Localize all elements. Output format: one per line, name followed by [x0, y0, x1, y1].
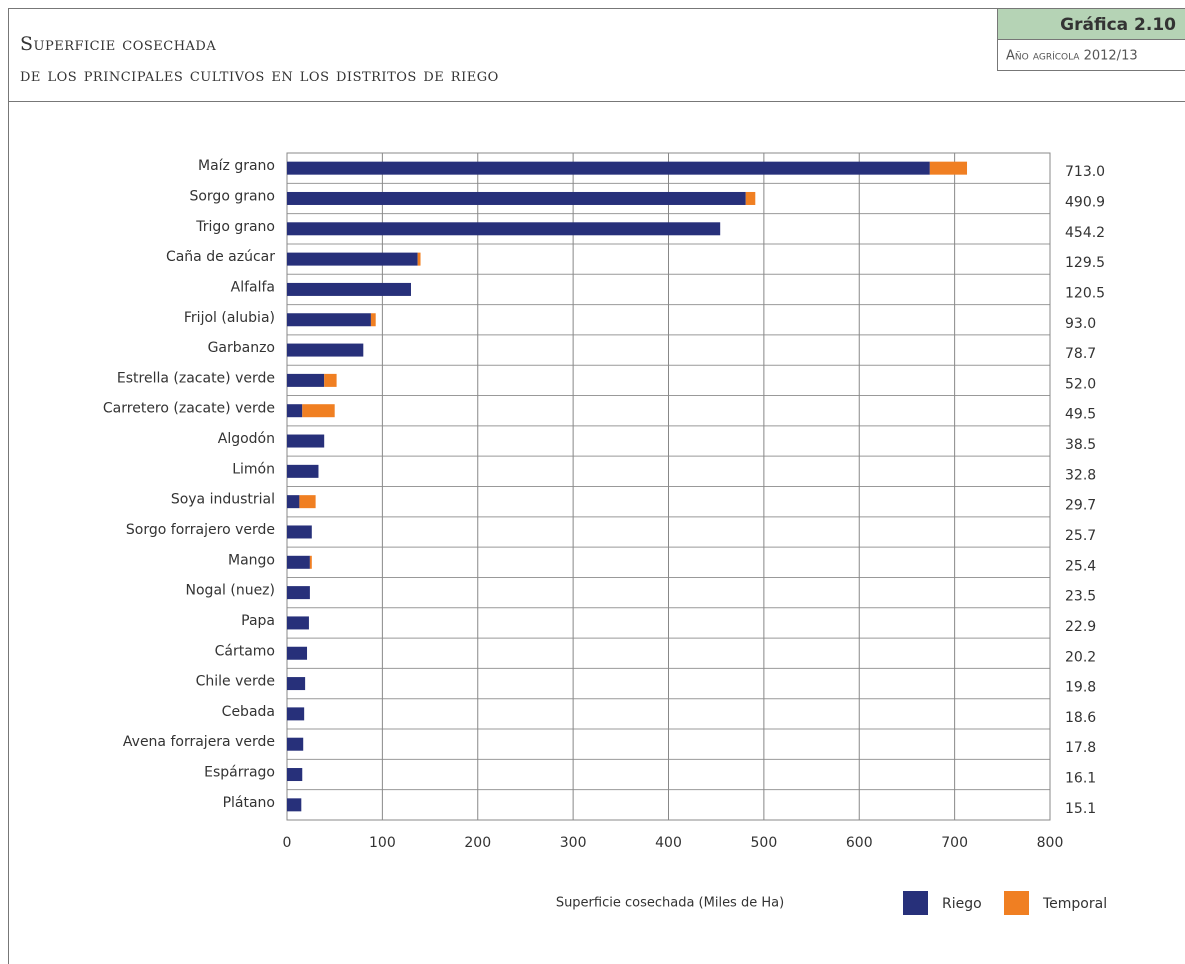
bar-segment — [745, 191, 756, 205]
x-tick-label: 700 — [941, 835, 968, 851]
total-label: 22.9 — [1065, 619, 1096, 635]
total-label: 38.5 — [1065, 437, 1096, 453]
bar-segment — [370, 313, 376, 327]
chart-title: Superficie cosechada — [20, 33, 216, 55]
period-box — [997, 39, 1185, 71]
legend-swatch — [1004, 891, 1029, 915]
bar-segment — [287, 495, 300, 509]
total-label: 52.0 — [1065, 376, 1096, 392]
x-axis-label: Superficie cosechada (Miles de Ha) — [556, 896, 784, 911]
bar-segment — [417, 252, 421, 266]
bar-segment — [287, 737, 304, 751]
y-tick-label: Alfalfa — [231, 279, 275, 295]
bar-segment — [287, 313, 371, 327]
total-label: 49.5 — [1065, 407, 1096, 423]
bar-segment — [287, 616, 309, 630]
bar-segment — [287, 161, 930, 175]
x-tick-label: 400 — [655, 835, 682, 851]
bar-segment — [287, 373, 325, 387]
y-tick-label: Mango — [228, 552, 275, 568]
total-label: 25.4 — [1065, 558, 1096, 574]
total-label: 490.9 — [1065, 194, 1105, 210]
total-label: 25.7 — [1065, 528, 1096, 544]
total-label: 93.0 — [1065, 316, 1096, 332]
total-label: 16.1 — [1065, 771, 1096, 787]
x-tick-label: 0 — [283, 835, 292, 851]
badge-box — [997, 8, 1185, 40]
total-label: 19.8 — [1065, 680, 1096, 696]
y-tick-label: Algodón — [218, 431, 275, 447]
x-tick-label: 500 — [751, 835, 778, 851]
x-tick-label: 200 — [464, 835, 491, 851]
y-tick-label: Papa — [241, 613, 275, 629]
y-tick-label: Estrella (zacate) verde — [117, 370, 275, 386]
total-label: 15.1 — [1065, 801, 1096, 817]
y-tick-label: Trigo grano — [195, 219, 275, 235]
y-tick-label: Sorgo forrajero verde — [126, 522, 275, 538]
bar-segment — [287, 707, 305, 721]
bar-segment — [929, 161, 968, 175]
y-tick-label: Cebada — [222, 704, 275, 720]
total-label: 18.6 — [1065, 710, 1096, 726]
y-tick-label: Sorgo grano — [189, 188, 275, 204]
y-tick-label: Espárrago — [204, 765, 275, 781]
y-tick-label: Caña de azúcar — [166, 249, 275, 265]
total-label: 713.0 — [1065, 164, 1105, 180]
y-tick-label: Frijol (alubia) — [184, 310, 275, 326]
total-label: 23.5 — [1065, 589, 1096, 605]
total-label: 454.2 — [1065, 225, 1105, 241]
bar-segment — [309, 555, 312, 569]
total-label: 17.8 — [1065, 740, 1096, 756]
y-tick-label: Limón — [232, 461, 275, 477]
bar-segment — [287, 798, 302, 812]
bar-segment — [324, 373, 337, 387]
y-tick-label: Carretero (zacate) verde — [103, 401, 275, 417]
y-tick-label: Garbanzo — [208, 340, 275, 356]
bar-segment — [287, 222, 721, 236]
bar-segment — [287, 191, 746, 205]
total-label: 32.8 — [1065, 467, 1096, 483]
bar-segment — [287, 404, 303, 418]
x-tick-label: 600 — [846, 835, 873, 851]
bar-segment — [299, 495, 316, 509]
y-tick-label: Chile verde — [196, 674, 275, 690]
y-tick-label: Maíz grano — [198, 158, 275, 174]
bar-segment — [287, 252, 418, 266]
total-label: 78.7 — [1065, 346, 1096, 362]
bar-segment — [302, 404, 335, 418]
total-label: 29.7 — [1065, 498, 1096, 514]
x-tick-label: 800 — [1037, 835, 1064, 851]
legend-swatch — [903, 891, 928, 915]
legend-label: Temporal — [1042, 896, 1107, 912]
y-tick-label: Plátano — [223, 795, 275, 811]
bar-segment — [287, 677, 306, 691]
total-label: 120.5 — [1065, 285, 1105, 301]
y-tick-label: Nogal (nuez) — [186, 583, 275, 599]
y-tick-label: Soya industrial — [171, 492, 275, 508]
x-tick-label: 300 — [560, 835, 587, 851]
bar-segment — [287, 555, 310, 569]
bar-segment — [287, 282, 411, 296]
bar-segment — [287, 343, 364, 357]
bar-segment — [287, 646, 308, 660]
period: Año agrícola 2012/13 — [1006, 49, 1138, 64]
total-label: 20.2 — [1065, 649, 1096, 665]
bar-segment — [287, 525, 312, 539]
y-tick-label: Cártamo — [215, 643, 275, 659]
badge: Gráfica 2.10 — [1060, 15, 1176, 35]
total-label: 129.5 — [1065, 255, 1105, 271]
chart-title: de los principales cultivos en los distr… — [20, 64, 499, 86]
x-tick-label: 100 — [369, 835, 396, 851]
bar-segment — [287, 434, 325, 448]
bar-segment — [287, 586, 310, 600]
header-frame — [8, 8, 1185, 102]
legend-label: Riego — [942, 896, 982, 912]
bar-segment — [287, 768, 303, 782]
y-tick-label: Avena forrajera verde — [123, 734, 275, 750]
bar-segment — [287, 464, 319, 478]
